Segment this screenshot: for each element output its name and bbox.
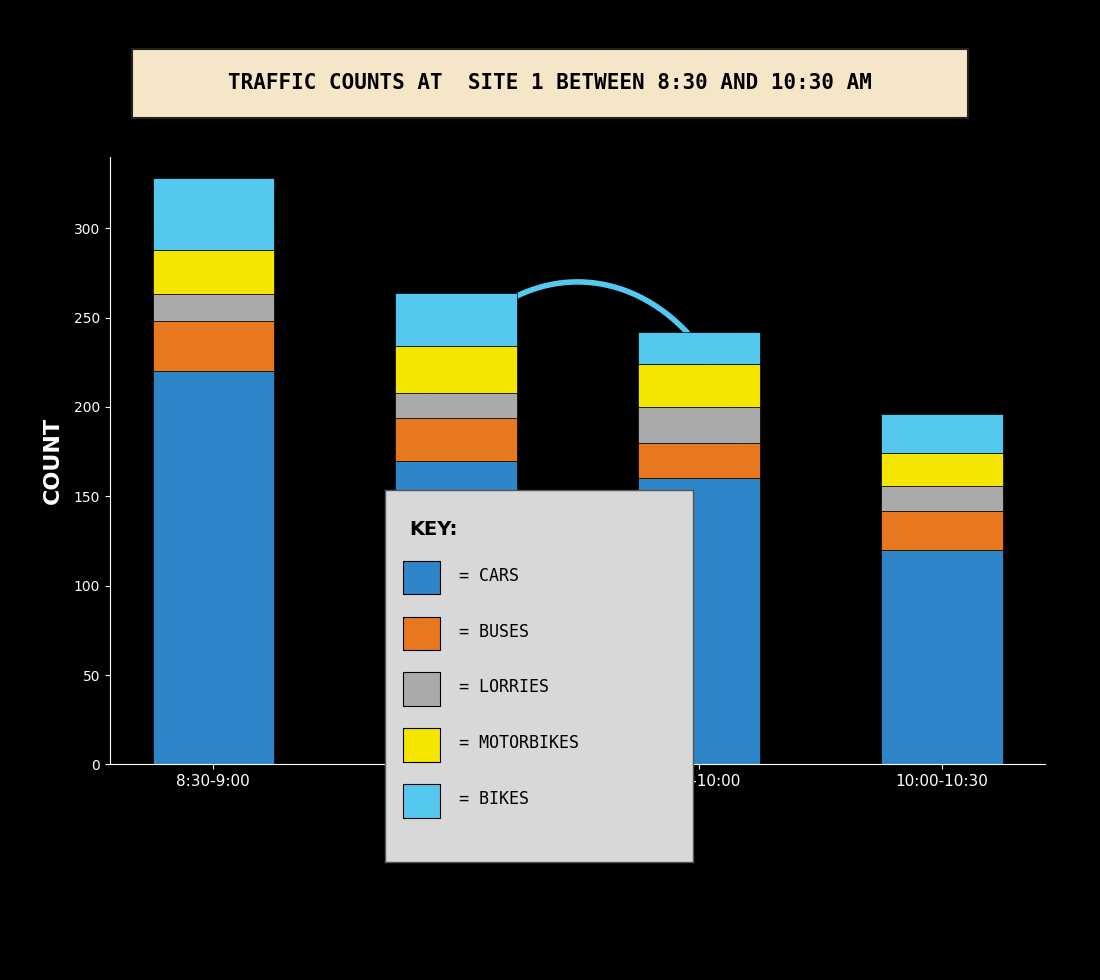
Bar: [881, 550, 1002, 764]
Bar: [881, 511, 1002, 550]
FancyBboxPatch shape: [404, 561, 440, 594]
FancyBboxPatch shape: [404, 616, 440, 650]
Bar: [153, 178, 274, 250]
Text: = CARS: = CARS: [459, 566, 519, 585]
Bar: [153, 371, 274, 764]
Bar: [395, 461, 517, 764]
Text: = BUSES: = BUSES: [459, 622, 529, 641]
Text: = LORRIES: = LORRIES: [459, 678, 549, 697]
Text: = MOTORBIKES: = MOTORBIKES: [459, 734, 579, 753]
Text: = BIKES: = BIKES: [459, 790, 529, 808]
Bar: [638, 365, 760, 407]
Y-axis label: COUNT: COUNT: [43, 417, 63, 504]
Bar: [153, 294, 274, 321]
Text: KEY:: KEY:: [409, 519, 458, 539]
Bar: [395, 346, 517, 393]
Bar: [881, 486, 1002, 511]
Bar: [153, 250, 274, 294]
Bar: [638, 478, 760, 764]
Bar: [395, 417, 517, 461]
Bar: [638, 443, 760, 478]
FancyBboxPatch shape: [404, 672, 440, 706]
X-axis label: TIME: TIME: [547, 801, 608, 820]
Text: TRAFFIC COUNTS AT  SITE 1 BETWEEN 8:30 AND 10:30 AM: TRAFFIC COUNTS AT SITE 1 BETWEEN 8:30 AN…: [228, 74, 872, 93]
Bar: [395, 293, 517, 346]
FancyBboxPatch shape: [404, 784, 440, 817]
FancyBboxPatch shape: [404, 728, 440, 761]
Bar: [881, 415, 1002, 454]
Bar: [395, 393, 517, 417]
Bar: [638, 407, 760, 443]
Bar: [153, 321, 274, 371]
Bar: [881, 454, 1002, 486]
Bar: [638, 332, 760, 365]
